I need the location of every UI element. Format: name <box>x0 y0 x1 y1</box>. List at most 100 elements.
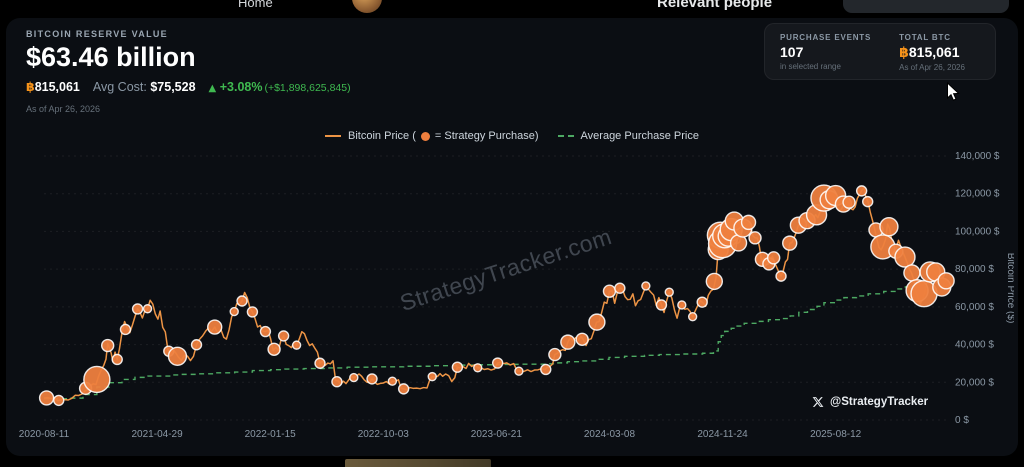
purchase-marker[interactable] <box>167 346 188 366</box>
btc-holdings: ฿815,061 <box>26 79 80 94</box>
y-axis-label: 80,000 $ <box>955 264 994 275</box>
twitter-attribution[interactable]: @StrategyTracker <box>812 396 928 408</box>
purchase-marker[interactable] <box>142 304 153 314</box>
purchase-marker[interactable] <box>349 372 359 383</box>
purchase-marker[interactable] <box>331 376 343 388</box>
purchase-marker[interactable] <box>588 313 606 331</box>
y-axis-label: 40,000 $ <box>955 340 994 351</box>
purchase-marker[interactable] <box>277 330 290 342</box>
y-axis-label: 100,000 $ <box>955 226 1000 237</box>
reserve-value: $63.46 billion <box>26 42 196 72</box>
avatar[interactable] <box>352 0 382 13</box>
purchase-marker[interactable] <box>190 339 203 351</box>
purchase-marker[interactable] <box>894 246 916 268</box>
purchase-marker[interactable] <box>100 338 115 353</box>
x-axis-label: 2023-06-21 <box>471 429 523 440</box>
purchase-marker[interactable] <box>775 270 787 282</box>
x-logo-icon <box>812 397 824 407</box>
purchase-marker[interactable] <box>664 287 674 297</box>
purchase-marker[interactable] <box>387 376 398 386</box>
x-axis-label: 2022-01-15 <box>245 429 297 440</box>
purchase-marker[interactable] <box>575 332 589 346</box>
purchase-marker[interactable] <box>259 325 272 338</box>
purchase-marker[interactable] <box>602 284 617 298</box>
purchase-marker[interactable] <box>267 342 281 356</box>
purchase-marker[interactable] <box>314 357 326 369</box>
y-axis-label: 60,000 $ <box>955 302 994 313</box>
purchase-events-stat: PURCHASE EVENTS 107 in selected range <box>780 33 872 71</box>
x-axis-label: 2024-03-08 <box>584 429 636 440</box>
purchase-marker[interactable] <box>119 323 132 336</box>
purchase-dot-icon <box>420 131 430 141</box>
purchase-marker[interactable] <box>540 363 552 376</box>
purchase-marker[interactable] <box>782 235 798 251</box>
purchase-marker[interactable] <box>740 214 757 231</box>
purchase-marker[interactable] <box>53 394 65 407</box>
x-axis-label: 2021-04-29 <box>132 429 184 440</box>
purchase-marker[interactable] <box>560 334 576 350</box>
purchase-marker[interactable] <box>83 365 111 394</box>
purchase-marker[interactable] <box>427 371 437 382</box>
y-axis-label: 140,000 $ <box>955 151 1000 162</box>
purchase-marker[interactable] <box>236 295 248 307</box>
chart-legend: Bitcoin Price ( = Strategy Purchase) Ave… <box>6 130 1018 142</box>
change: ▲ +3.08% (+$1,898,625,845) <box>208 80 351 94</box>
background-panel-fragment <box>843 0 1009 13</box>
price-line-swatch <box>325 135 342 137</box>
purchase-marker[interactable] <box>207 319 223 335</box>
up-arrow-icon: ▲ <box>208 83 217 94</box>
purchase-marker[interactable] <box>879 217 899 237</box>
y-axis-label: 20,000 $ <box>955 377 994 388</box>
purchase-marker[interactable] <box>862 195 874 208</box>
purchase-marker[interactable] <box>687 311 698 322</box>
x-axis-label: 2025-08-12 <box>810 429 862 440</box>
purchase-marker[interactable] <box>514 366 524 376</box>
avg-purchase-price-line <box>44 277 948 400</box>
x-axis-label: 2022-10-03 <box>358 429 410 440</box>
purchase-marker[interactable] <box>766 251 781 265</box>
purchase-marker[interactable] <box>842 195 856 209</box>
purchase-marker[interactable] <box>937 272 955 290</box>
y-axis-label: 0 $ <box>955 415 969 426</box>
purchase-marker[interactable] <box>903 264 921 282</box>
btc-symbol-icon: ฿ <box>899 45 909 61</box>
y-axis-label: 120,000 $ <box>955 189 1000 200</box>
avg-line-swatch <box>557 135 574 137</box>
header: BITCOIN RESERVE VALUE $63.46 billion ฿81… <box>26 29 351 114</box>
btc-symbol-icon: ฿ <box>26 79 35 94</box>
purchase-marker[interactable] <box>655 299 668 311</box>
purchase-marker[interactable] <box>677 300 687 310</box>
purchase-marker[interactable] <box>491 357 504 369</box>
purchase-marker[interactable] <box>641 281 651 291</box>
dashboard-card: BITCOIN RESERVE VALUE $63.46 billion ฿81… <box>6 18 1018 456</box>
total-btc-stat: TOTAL BTC ฿815,061 As of Apr 26, 2026 <box>899 33 965 72</box>
mouse-cursor <box>947 82 960 101</box>
avg-cost: Avg Cost: $75,528 <box>92 80 196 94</box>
purchase-marker[interactable] <box>855 185 868 197</box>
purchase-marker[interactable] <box>111 353 123 366</box>
price-chart[interactable]: 0 $ 20,000 $ 40,000 $ 60,000 $ 80,000 $ 100,0… <box>14 144 1014 444</box>
reserve-value-label: BITCOIN RESERVE VALUE <box>26 29 168 39</box>
purchase-marker[interactable] <box>229 306 239 317</box>
as-of-date: As of Apr 26, 2026 <box>26 104 101 114</box>
purchase-marker[interactable] <box>451 361 464 373</box>
purchase-marker[interactable] <box>246 306 259 318</box>
nav-home-link[interactable]: Home <box>238 0 273 10</box>
purchase-marker[interactable] <box>397 383 410 395</box>
purchase-marker[interactable] <box>614 282 626 294</box>
purchase-marker[interactable] <box>366 373 378 385</box>
purchase-marker[interactable] <box>548 347 562 362</box>
purchase-marker[interactable] <box>131 303 144 315</box>
purchase-marker[interactable] <box>38 390 55 406</box>
x-axis-label: 2020-08-11 <box>19 429 70 440</box>
background-image-fragment <box>345 459 491 467</box>
purchase-marker[interactable] <box>705 272 724 291</box>
x-axis-label: 2024-11-24 <box>697 429 748 440</box>
summary-panel: PURCHASE EVENTS 107 in selected range TO… <box>764 23 996 80</box>
purchase-marker[interactable] <box>291 340 302 350</box>
header-stats-row: ฿815,061 Avg Cost: $75,528 ▲ +3.08% (+$1,… <box>26 79 351 94</box>
y-axis-title: Bitcoin Price ($) <box>1005 253 1014 324</box>
purchase-marker[interactable] <box>748 231 762 245</box>
purchase-marker[interactable] <box>473 363 483 373</box>
purchase-marker[interactable] <box>696 296 708 308</box>
